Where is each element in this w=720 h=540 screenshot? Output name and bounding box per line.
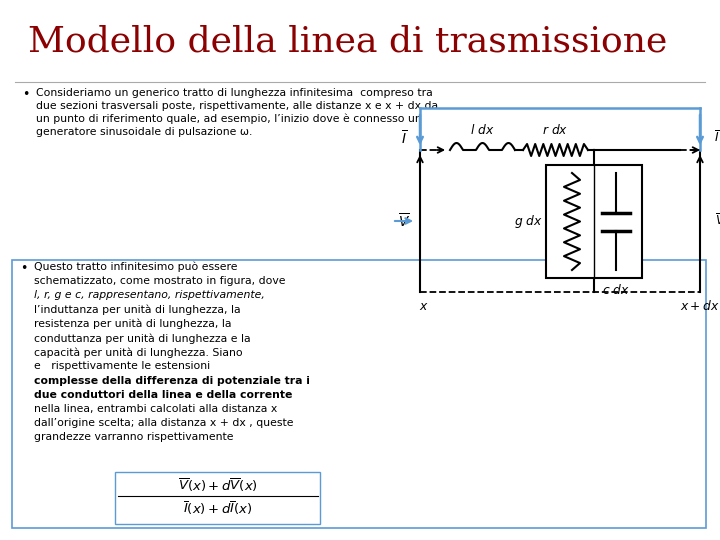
- Text: l, r, g e c, rappresentano, rispettivamente,: l, r, g e c, rappresentano, rispettivame…: [34, 291, 265, 300]
- Bar: [546, 165, 642, 278]
- Text: capacità per unità di lunghezza. Siano: capacità per unità di lunghezza. Siano: [34, 347, 243, 357]
- Bar: [12, 260, 706, 528]
- Text: $\overline{I}(x)+d\overline{I}(x)$: $\overline{I}(x)+d\overline{I}(x)$: [183, 500, 253, 517]
- Text: l’induttanza per unità di lunghezza, la: l’induttanza per unità di lunghezza, la: [34, 305, 240, 315]
- Text: $\overline{I}$: $\overline{I}$: [401, 129, 407, 147]
- Text: $\overline{V}$: $\overline{V}$: [398, 212, 410, 230]
- Text: $\overline{V}(x)+d\overline{V}(x)$: $\overline{V}(x)+d\overline{V}(x)$: [178, 477, 258, 494]
- Text: •: •: [20, 262, 27, 275]
- Text: nella linea, entrambi calcolati alla distanza x: nella linea, entrambi calcolati alla dis…: [34, 404, 277, 414]
- Text: $\overline{I}+d\overline{I}$: $\overline{I}+d\overline{I}$: [714, 130, 720, 146]
- Text: $c\ dx$: $c\ dx$: [602, 283, 630, 297]
- Text: complesse della differenza di potenziale tra i: complesse della differenza di potenziale…: [34, 376, 310, 386]
- Text: due conduttori della linea e della corrente: due conduttori della linea e della corre…: [34, 390, 292, 400]
- Text: grandezze varranno rispettivamente: grandezze varranno rispettivamente: [34, 433, 233, 442]
- Text: schematizzato, come mostrato in figura, dove: schematizzato, come mostrato in figura, …: [34, 276, 286, 286]
- Text: •: •: [22, 88, 30, 101]
- Text: $g\ dx$: $g\ dx$: [513, 213, 542, 230]
- Bar: [115, 472, 320, 524]
- Text: $l\ dx$: $l\ dx$: [470, 123, 495, 137]
- Text: $\overline{V}+d\overline{V}$: $\overline{V}+d\overline{V}$: [715, 213, 720, 229]
- Text: $x+dx$: $x+dx$: [680, 299, 720, 313]
- Text: $r\ dx$: $r\ dx$: [542, 123, 569, 137]
- Text: dall’origine scelta; alla distanza x + dx , queste: dall’origine scelta; alla distanza x + d…: [34, 418, 294, 428]
- Text: resistenza per unità di lunghezza, la: resistenza per unità di lunghezza, la: [34, 319, 232, 329]
- Text: Modello della linea di trasmissione: Modello della linea di trasmissione: [28, 25, 667, 59]
- Text: e   rispettivamente le estensioni: e rispettivamente le estensioni: [34, 361, 210, 372]
- Text: conduttanza per unità di lunghezza e la: conduttanza per unità di lunghezza e la: [34, 333, 251, 343]
- Text: Consideriamo un generico tratto di lunghezza infinitesima  compreso tra
due sezi: Consideriamo un generico tratto di lungh…: [36, 88, 438, 137]
- Text: $x$: $x$: [419, 300, 429, 313]
- Text: Questo tratto infinitesimo può essere: Questo tratto infinitesimo può essere: [34, 262, 238, 273]
